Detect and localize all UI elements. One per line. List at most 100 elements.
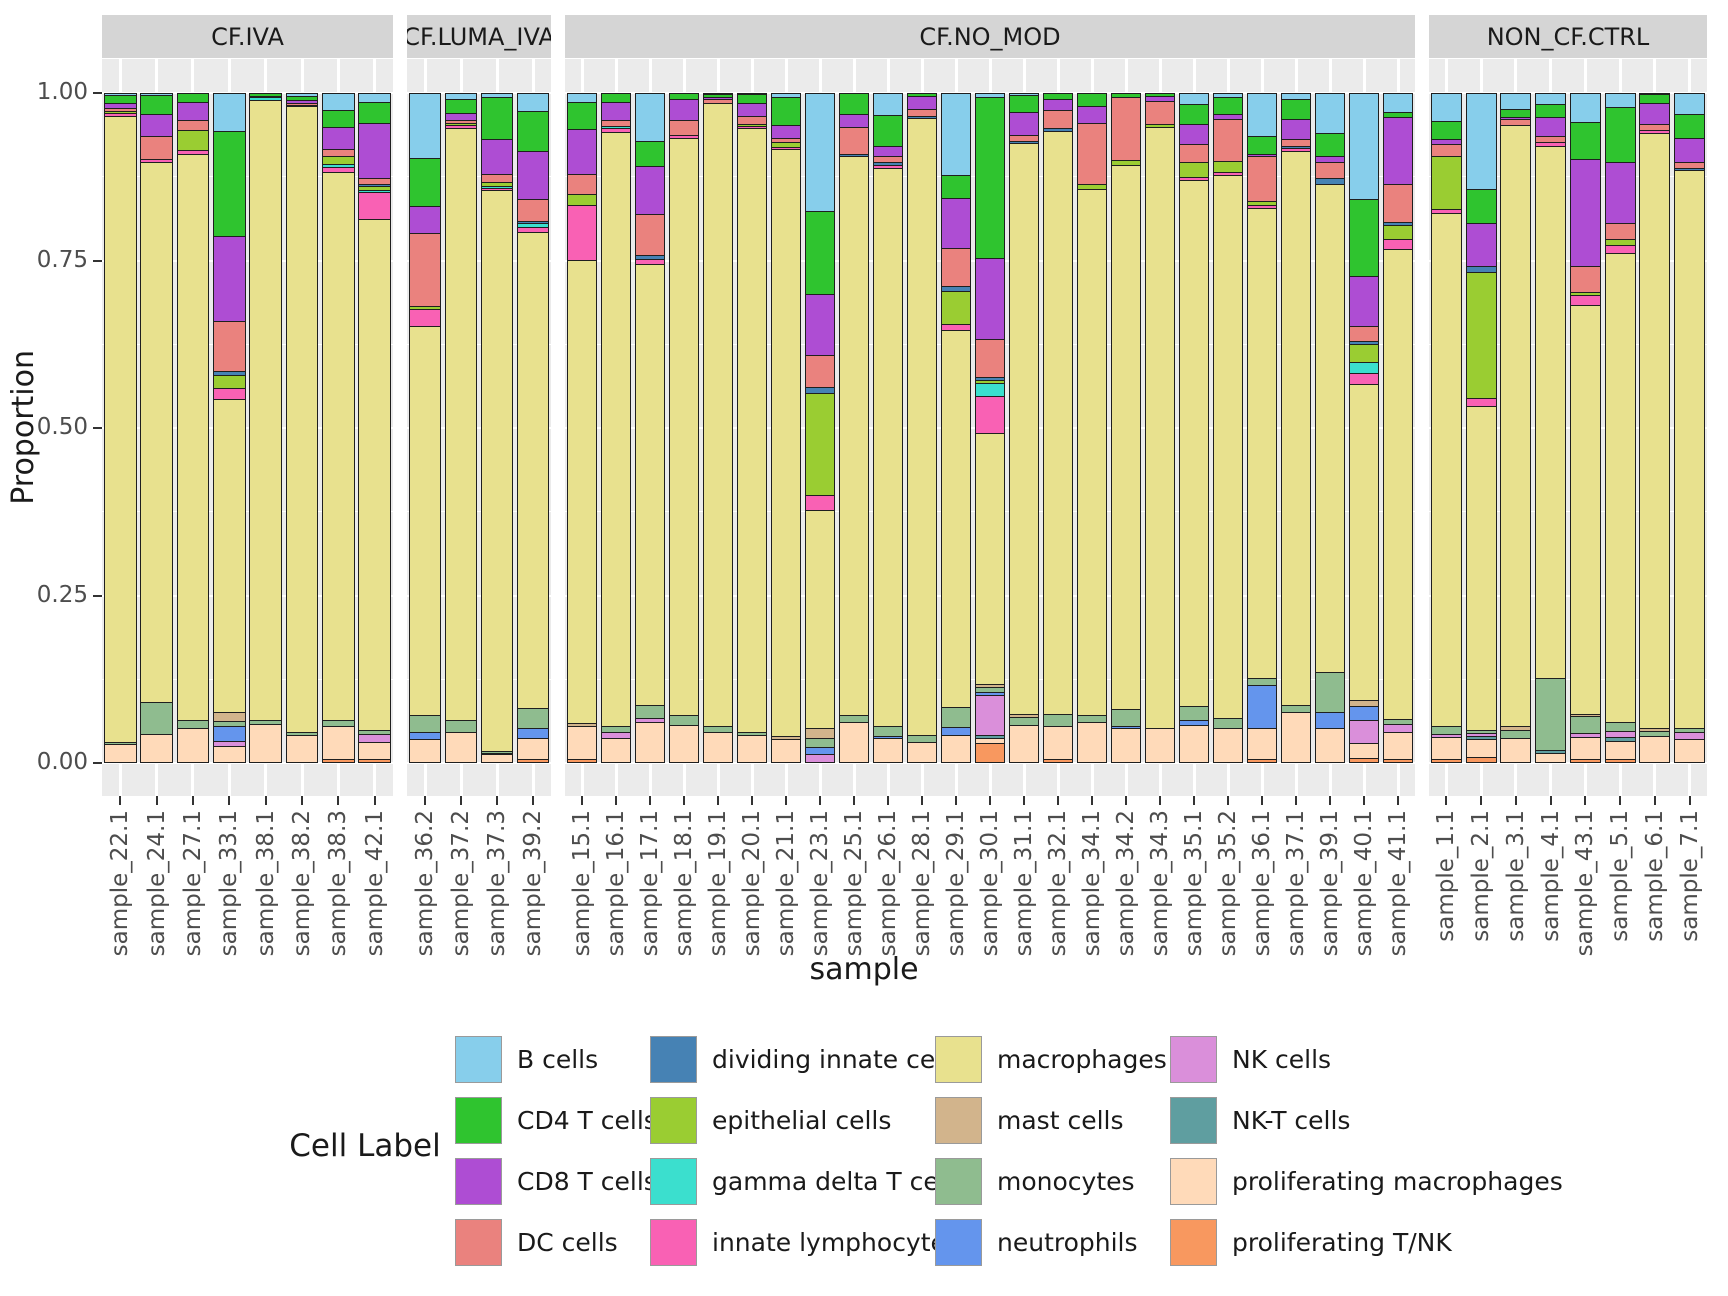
segment-macrophages: [1212, 176, 1244, 720]
bar-sample_34.2: [1110, 93, 1142, 763]
segment-monocytes: [176, 721, 210, 729]
segment-monocytes: [600, 727, 632, 733]
segment-b-cells: [1639, 93, 1671, 95]
segment-cd8-t-cells: [249, 97, 283, 99]
segment-gamma-delta-t-cells: [249, 98, 283, 102]
segment-b-cells: [1212, 93, 1244, 99]
segment-dc-cells: [974, 339, 1006, 379]
bar-sample_16.1: [600, 93, 632, 763]
segment-macrophages: [358, 220, 392, 731]
segment-proliferating-t-nk: [1465, 758, 1497, 763]
segment-macrophages: [804, 511, 836, 730]
segment-cd8-t-cells: [770, 125, 802, 139]
x-tick-label: sample_25.1: [840, 810, 868, 956]
segment-cd4-t-cells: [140, 96, 173, 116]
segment-innate-lymphocyte: [176, 151, 210, 155]
legend-label: DC cells: [517, 1228, 618, 1257]
bar-sample_7.1: [1674, 93, 1706, 763]
segment-gamma-delta-t-cells: [974, 383, 1006, 398]
legend-label: NK cells: [1232, 1045, 1332, 1074]
segment-epithelial-cells: [1465, 272, 1497, 400]
x-tick-mark: [424, 796, 426, 805]
segment-cd4-t-cells: [358, 103, 392, 125]
segment-innate-lymphocyte: [736, 127, 768, 130]
segment-proliferating-macrophages: [1348, 744, 1380, 759]
x-tick-label: sample_27.1: [179, 810, 207, 956]
segment-cd4-t-cells: [872, 115, 904, 147]
x-tick-label-text: sample_24.1: [143, 810, 170, 957]
segment-dc-cells: [212, 322, 246, 373]
x-tick-mark: [751, 796, 753, 805]
segment-cd8-t-cells: [176, 103, 210, 122]
x-tick-mark: [887, 796, 889, 805]
x-tick-label: sample_29.1: [942, 810, 970, 956]
segment-macrophages: [1314, 184, 1346, 673]
segment-gamma-delta-t-cells: [1348, 362, 1380, 374]
x-tick-mark: [1688, 796, 1691, 805]
segment-mast-cells: [1569, 715, 1601, 718]
segment-macrophages: [140, 163, 173, 704]
segment-cd8-t-cells: [480, 139, 514, 175]
x-axis-title: sample: [809, 952, 919, 987]
segment-cd8-t-cells: [285, 101, 319, 104]
segment-cd4-t-cells: [566, 103, 598, 130]
segment-nk-cells: [212, 742, 246, 747]
legend-key-innate-lymphocyte: [650, 1219, 697, 1266]
segment-neutrophils: [212, 727, 246, 743]
segment-dc-cells: [103, 109, 137, 112]
segment-monocytes: [480, 752, 514, 754]
segment-cd4-t-cells: [1246, 136, 1278, 155]
segment-macrophages: [212, 400, 246, 714]
segment-macrophages: [1430, 213, 1462, 727]
segment-innate-lymphocyte: [1465, 399, 1497, 408]
gridline-minor: [102, 511, 393, 513]
y-tick-label: 0.00: [36, 749, 88, 775]
legend-key-neutrophils: [935, 1219, 982, 1266]
segment-nk-t-cells: [1604, 738, 1636, 742]
segment-monocytes: [358, 730, 392, 735]
x-tick-label-text: sample_22.1: [107, 810, 134, 957]
x-tick-label-text: sample_36.1: [1249, 810, 1275, 957]
segment-b-cells: [940, 93, 972, 177]
segment-cd4-t-cells: [1500, 109, 1532, 118]
facet-strip-label: NON_CF.CTRL: [1486, 22, 1650, 51]
x-tick-mark: [1057, 796, 1059, 805]
segment-cd4-t-cells: [322, 111, 355, 129]
segment-innate-lymphocyte: [322, 167, 355, 174]
y-tick-mark: [93, 427, 102, 429]
x-tick-label: sample_36.1: [1248, 810, 1276, 956]
segment-proliferating-macrophages: [480, 754, 514, 763]
segment-cd4-t-cells: [736, 95, 768, 105]
segment-b-cells: [1382, 93, 1414, 114]
segment-proliferating-macrophages: [872, 739, 904, 763]
segment-dividing-innate-cells: [634, 256, 666, 261]
segment-macrophages: [566, 261, 598, 725]
segment-macrophages: [408, 326, 442, 717]
gridline-minor: [407, 343, 551, 345]
x-tick-label-text: sample_28.1: [909, 810, 935, 957]
segment-monocytes: [1008, 718, 1040, 727]
segment-b-cells: [1314, 93, 1346, 134]
segment-dc-cells: [140, 136, 173, 160]
gridline-minor: [102, 176, 393, 178]
x-tick-label: sample_34.1: [1078, 810, 1106, 956]
segment-b-cells: [322, 93, 355, 112]
bar-sample_38.2: [285, 93, 319, 763]
segment-neutrophils: [408, 732, 442, 740]
segment-cd8-t-cells: [634, 166, 666, 215]
segment-neutrophils: [804, 748, 836, 755]
x-tick-mark: [921, 796, 923, 805]
segment-dc-cells: [1042, 111, 1074, 130]
segment-nk-cells: [974, 695, 1006, 737]
x-tick-mark: [228, 796, 231, 805]
segment-cd8-t-cells: [103, 103, 137, 110]
segment-monocytes: [1178, 707, 1210, 721]
segment-nk-cells: [600, 732, 632, 740]
gridline-major: [1429, 594, 1707, 597]
segment-dividing-innate-cells: [1674, 168, 1706, 172]
x-tick-label: sample_42.1: [361, 810, 389, 956]
legend-key-cd4-t-cells: [455, 1097, 502, 1144]
segment-macrophages: [1280, 151, 1312, 706]
segment-epithelial-cells: [1110, 160, 1142, 167]
x-tick-label: sample_35.2: [1214, 810, 1242, 956]
